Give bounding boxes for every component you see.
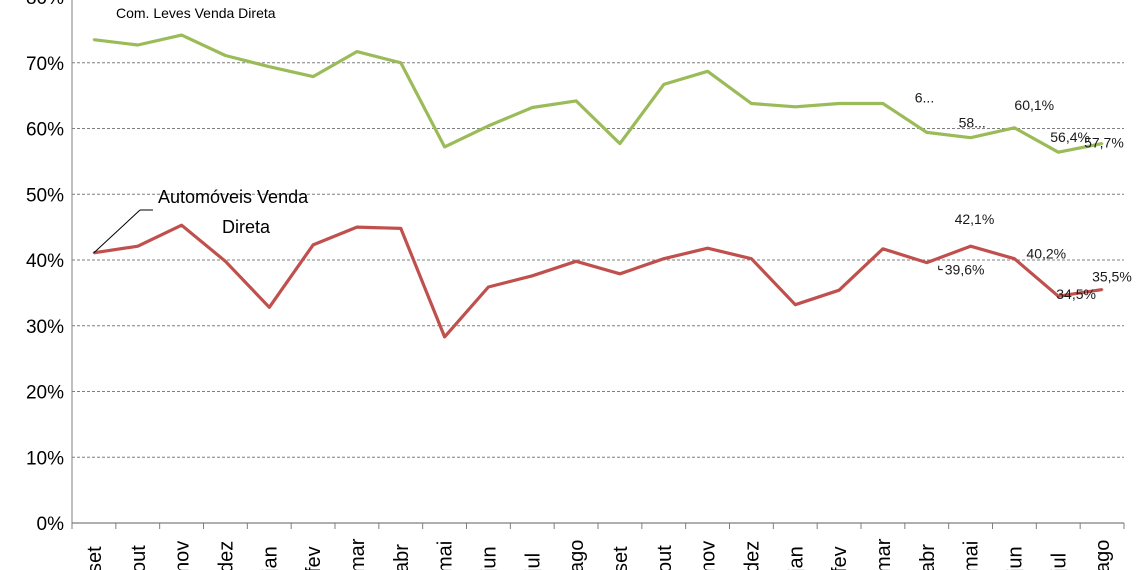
data-point	[969, 136, 972, 139]
data-point	[268, 65, 271, 68]
data-point	[311, 75, 315, 78]
data-point	[92, 38, 96, 41]
data-point	[1057, 150, 1060, 154]
series-label-com-leves: Com. Leves Venda Direta	[116, 5, 276, 21]
data-point	[355, 50, 359, 53]
x-tick-label: out	[128, 545, 150, 570]
series-label-automoveis-line2: Direta	[222, 217, 271, 237]
x-tick-label: abr	[917, 544, 939, 570]
data-point	[750, 257, 753, 260]
data-label: 60,1%	[1014, 97, 1054, 113]
series-line-com-leves	[93, 33, 1103, 154]
data-point	[1013, 257, 1016, 260]
x-tick-label: mai	[961, 541, 983, 570]
data-point	[399, 61, 402, 64]
y-tick-label: 80%	[26, 0, 64, 9]
data-point	[443, 145, 446, 149]
data-label: 40,2%	[1026, 246, 1066, 262]
data-point	[925, 131, 928, 134]
data-point	[706, 70, 709, 73]
x-tick-label: mai	[435, 541, 457, 570]
data-point	[487, 124, 490, 128]
data-point	[618, 272, 622, 276]
data-point	[574, 99, 578, 103]
x-tick-label: set	[84, 546, 106, 570]
y-tick-label: 70%	[26, 54, 64, 75]
data-point	[837, 102, 841, 105]
x-tick-label: ago	[566, 540, 588, 570]
data-point	[1100, 288, 1104, 291]
data-point	[531, 106, 534, 109]
x-tick-label: fev	[829, 546, 851, 570]
data-label: 57,7%	[1084, 135, 1124, 151]
data-point	[618, 142, 622, 145]
x-tick-label: mar	[347, 538, 369, 570]
x-tick-label: jun	[1004, 546, 1026, 570]
data-point	[399, 227, 402, 230]
data-point	[1013, 126, 1016, 130]
series-label-leader-line	[93, 209, 141, 254]
data-point	[750, 102, 753, 105]
data-point	[1100, 142, 1104, 145]
data-point	[355, 225, 359, 229]
data-point	[443, 335, 446, 339]
y-tick-label: 10%	[26, 448, 64, 469]
x-tick-label: nov	[172, 541, 194, 570]
x-tick-label: jan	[785, 546, 807, 570]
x-tick-label: jan	[259, 546, 281, 570]
data-label: 39,6%	[945, 262, 985, 278]
series-line-automoveis	[93, 223, 1103, 339]
data-point	[837, 289, 841, 292]
x-tick-label: fev	[303, 546, 325, 570]
data-point	[662, 83, 665, 86]
x-tick-label: jun	[478, 546, 500, 570]
x-tick-label: out	[654, 545, 676, 570]
data-point	[1057, 294, 1060, 298]
data-point	[180, 223, 183, 227]
data-point	[531, 274, 534, 277]
data-point	[794, 105, 797, 109]
x-tick-label: set	[610, 546, 632, 570]
data-point	[136, 244, 139, 248]
data-point	[224, 54, 227, 57]
data-label: 35,5%	[1092, 269, 1132, 285]
data-point	[662, 257, 665, 260]
x-tick-label: dez	[741, 541, 763, 570]
x-tick-label: dez	[215, 541, 237, 570]
data-label: 34,5%	[1056, 286, 1096, 302]
y-tick-label: 40%	[26, 251, 64, 272]
x-tick-label: abr	[391, 544, 413, 570]
data-label: 6...	[915, 89, 934, 105]
y-tick-label: 60%	[26, 120, 64, 141]
y-tick-label: 20%	[26, 383, 64, 404]
data-point	[487, 285, 490, 289]
y-tick-label: 0%	[37, 514, 65, 535]
x-tick-label: jul	[1048, 553, 1070, 570]
data-point	[311, 243, 315, 247]
data-label: 58...	[959, 115, 986, 131]
data-point	[706, 246, 709, 250]
x-tick-label: nov	[698, 541, 720, 570]
data-point	[180, 33, 183, 37]
data-point	[224, 260, 227, 263]
data-point	[574, 260, 578, 263]
data-label: 56,4%	[1050, 129, 1090, 145]
y-tick-label: 30%	[26, 317, 64, 338]
data-point	[881, 102, 885, 105]
data-point	[969, 244, 972, 248]
x-tick-label: jul	[522, 553, 544, 570]
data-label: 42,1%	[955, 211, 995, 227]
data-point	[925, 261, 928, 264]
data-point	[794, 303, 797, 306]
data-point	[136, 43, 139, 47]
series-label-automoveis-line1: Automóveis Venda	[158, 187, 309, 207]
y-tick-label: 50%	[26, 185, 64, 206]
data-point	[268, 306, 271, 309]
x-tick-label: mar	[873, 538, 895, 570]
data-point	[881, 247, 885, 251]
x-tick-label: ago	[1092, 540, 1114, 570]
